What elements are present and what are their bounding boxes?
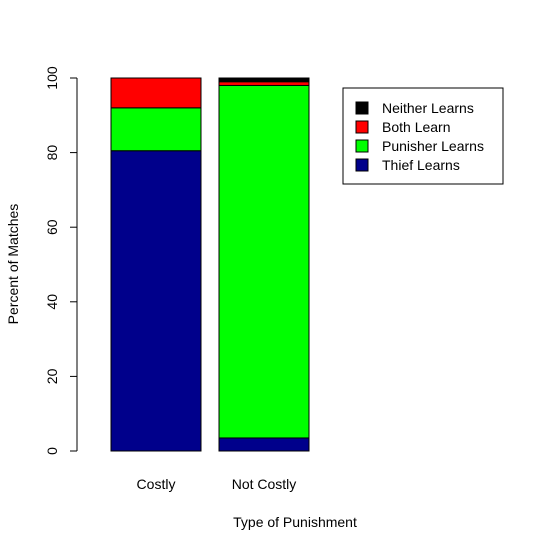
y-tick-label: 40 [44, 294, 60, 310]
x-tick-label-costly: Costly [137, 476, 176, 492]
y-axis-label: Percent of Matches [5, 204, 21, 325]
bars-layer [110, 77, 310, 452]
y-tick-label: 0 [44, 447, 60, 455]
y-tick-label: 20 [44, 368, 60, 384]
legend-swatch-both-learn [355, 120, 369, 134]
legend-swatch-thief-learns [355, 158, 369, 172]
bar-costly-punisher-learns [110, 107, 202, 152]
legend-label-thief-learns: Thief Learns [382, 157, 460, 173]
bar-costly-thief-learns [110, 150, 202, 452]
y-tick-label: 80 [44, 145, 60, 161]
legend-label-punisher-learns: Punisher Learns [382, 138, 484, 154]
bar-not-costly-punisher-learns [218, 84, 310, 439]
bar-not-costly-thief-learns [218, 437, 310, 452]
y-axis: 0 20 40 60 80 100 [44, 66, 78, 455]
bar-not-costly-both-learn [218, 81, 310, 86]
x-axis-label: Type of Punishment [233, 514, 357, 530]
bar-not-costly-neither-learns [218, 77, 310, 83]
legend-label-neither-learns: Neither Learns [382, 100, 474, 116]
bar-costly-both-learn [110, 77, 202, 109]
legend-box [342, 87, 504, 185]
legend-swatch-punisher-learns [355, 139, 369, 153]
legend: Neither Learns Both Learn Punisher Learns T… [342, 87, 504, 185]
y-tick-label: 100 [44, 66, 60, 90]
x-tick-label-not-costly: Not Costly [232, 476, 297, 492]
legend-swatch-neither-learns [355, 101, 369, 115]
x-axis: Costly Not Costly [137, 476, 297, 492]
legend-label-both-learn: Both Learn [382, 119, 451, 135]
y-tick-label: 60 [44, 219, 60, 235]
